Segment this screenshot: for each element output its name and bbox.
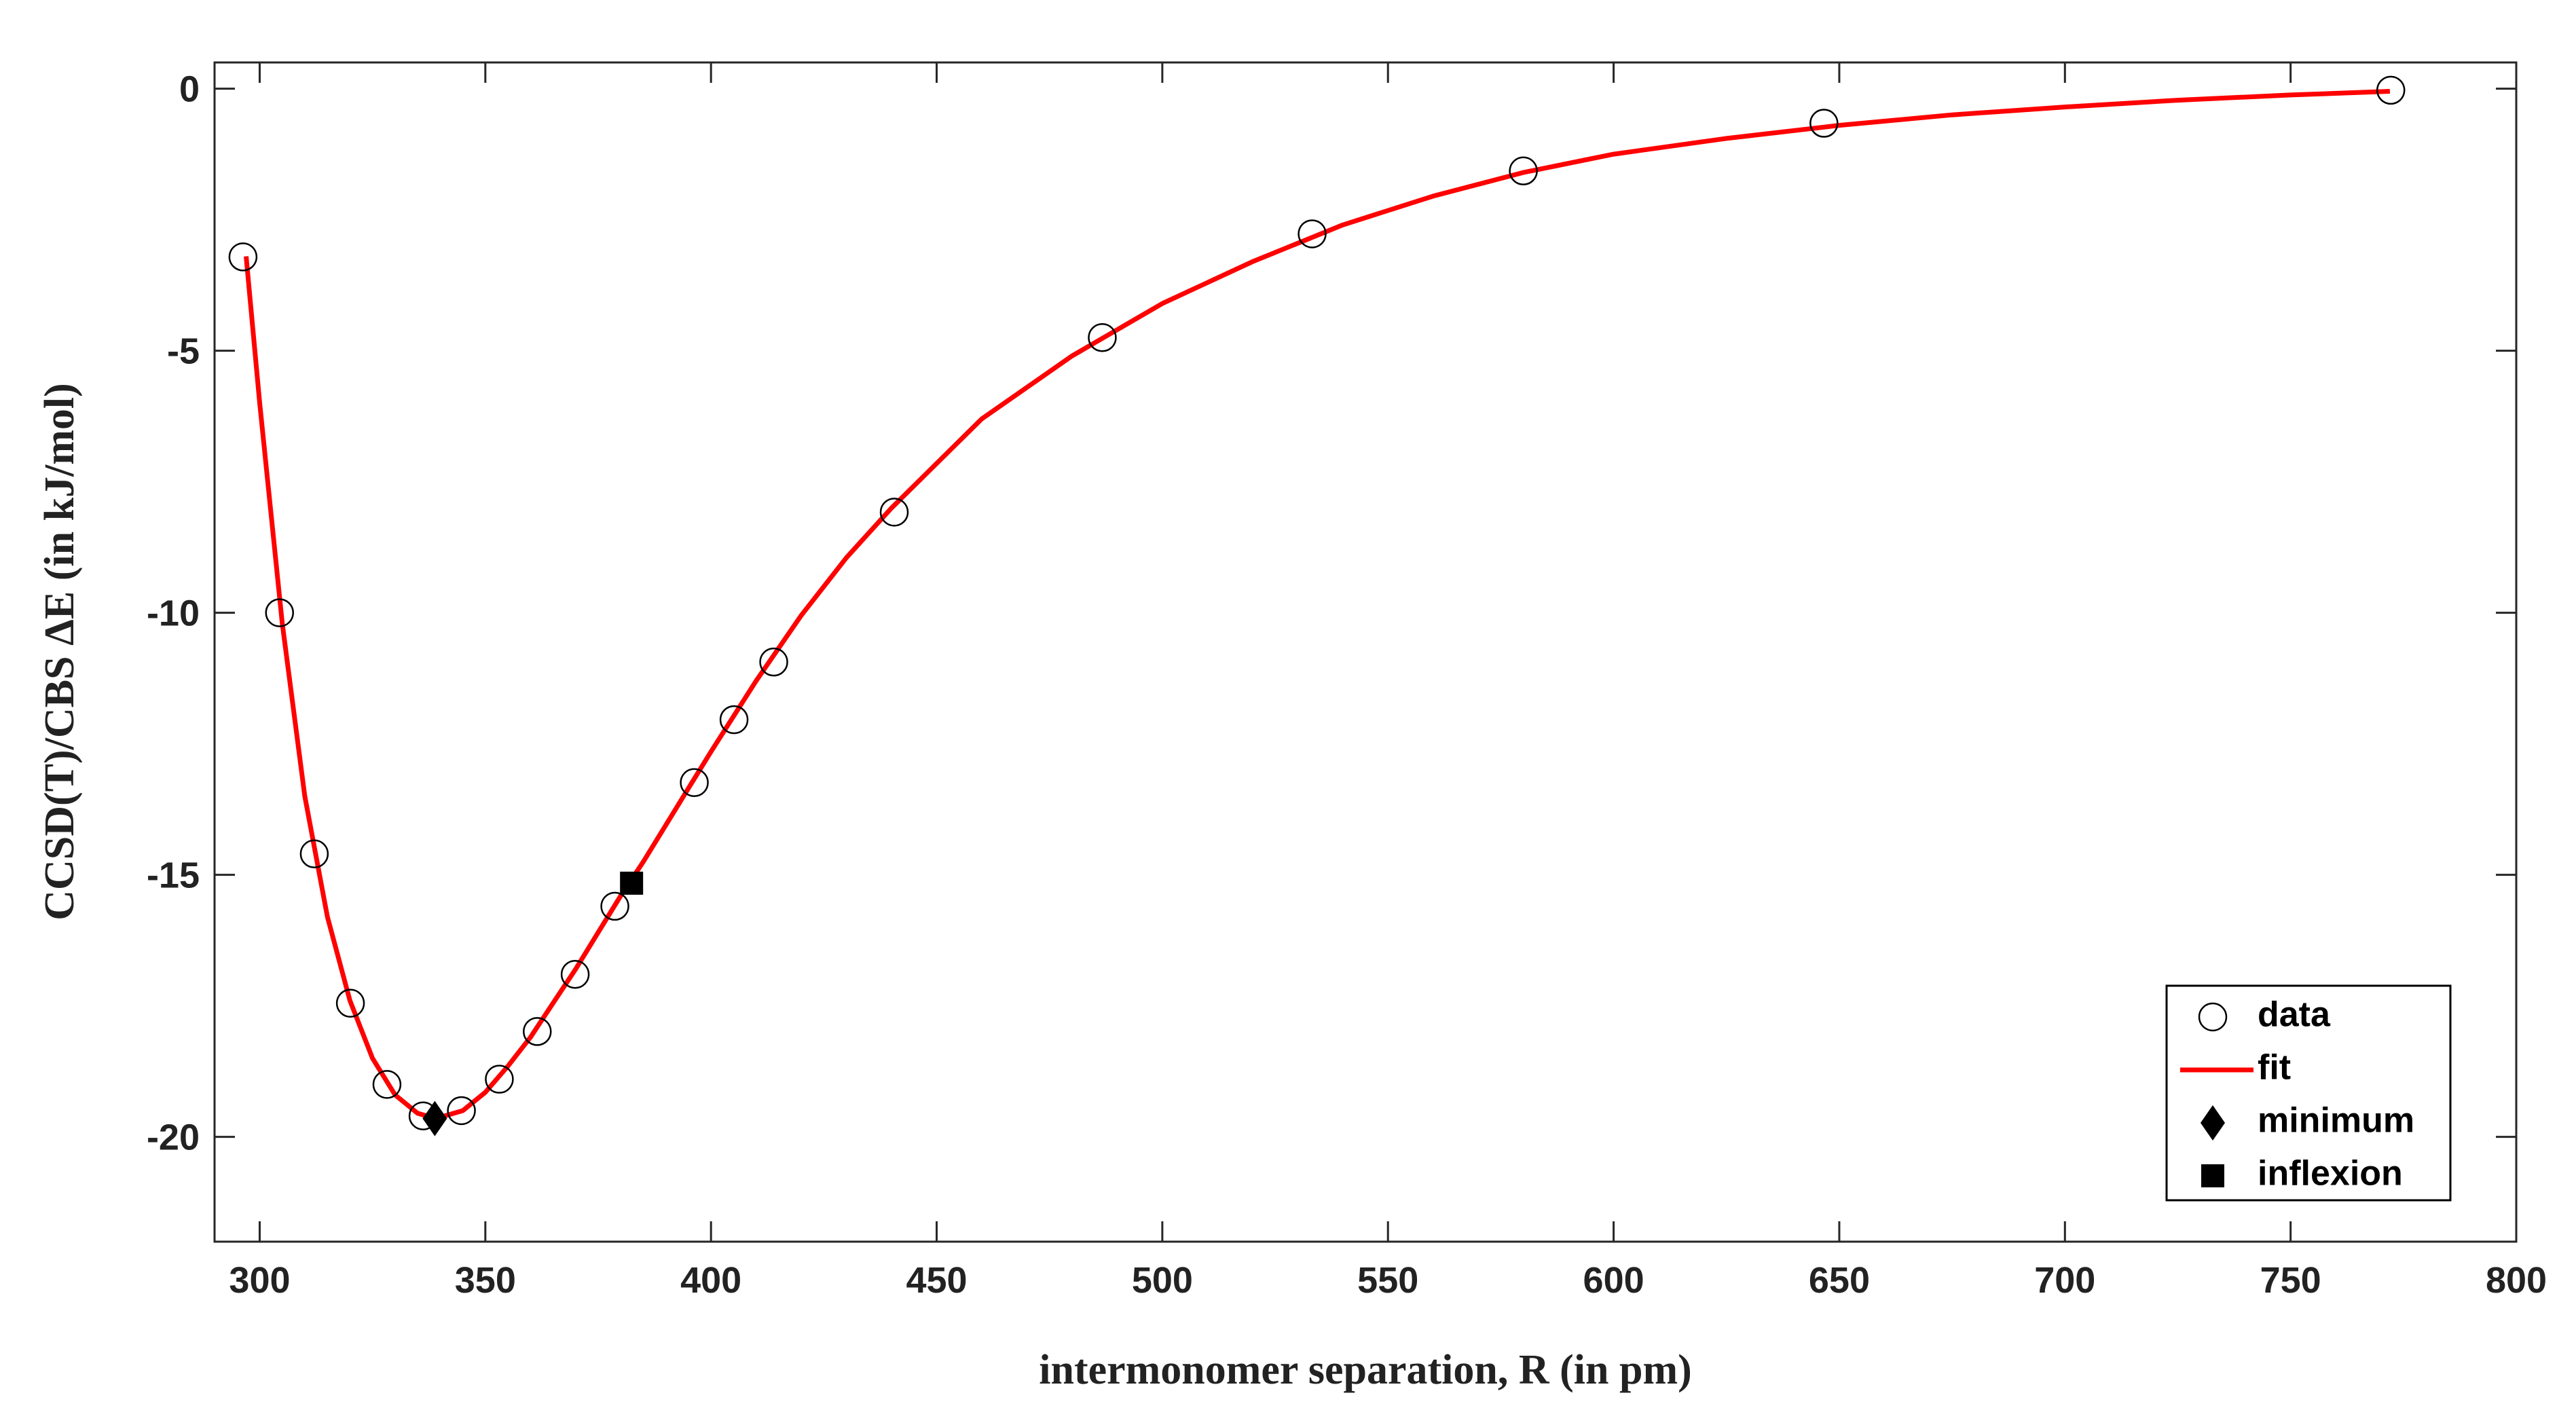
data-point (879, 498, 909, 527)
data-point (372, 1070, 402, 1099)
x-tick-label: 750 (2260, 1260, 2321, 1301)
data-point (759, 647, 788, 677)
x-tick-label: 350 (455, 1260, 516, 1301)
data-point (680, 768, 709, 797)
x-axis-label: intermonomer separation, R (in pm) (1039, 1347, 1691, 1393)
x-tick-label: 700 (2034, 1260, 2095, 1301)
y-tick-label: -20 (147, 1117, 200, 1158)
y-tick-label: -5 (167, 331, 200, 372)
x-tick-label: 650 (1809, 1260, 1870, 1301)
data-point (1088, 323, 1117, 352)
data-point (1809, 109, 1839, 138)
legend-marker (2198, 1002, 2228, 1032)
inflexion-marker (620, 871, 644, 895)
x-tick-label: 500 (1132, 1260, 1193, 1301)
data-point (265, 598, 294, 627)
data-point (228, 242, 258, 272)
data-point (1509, 156, 1538, 186)
y-tick-label: 0 (179, 69, 200, 110)
x-tick-label: 300 (229, 1260, 290, 1301)
data-point (1298, 219, 1327, 248)
x-tick-label: 450 (906, 1260, 967, 1301)
data-point (560, 960, 590, 989)
y-tick-label: -15 (147, 855, 200, 896)
data-point (485, 1064, 514, 1094)
x-tick-label: 550 (1357, 1260, 1418, 1301)
data-point (447, 1096, 476, 1126)
data-point (600, 891, 629, 921)
legend-label: minimum (2258, 1101, 2414, 1141)
data-point (299, 839, 329, 868)
data-point (2376, 75, 2406, 105)
x-tick-label: 800 (2486, 1260, 2547, 1301)
x-tick-label: 400 (680, 1260, 741, 1301)
legend-marker (2201, 1164, 2224, 1187)
y-axis-label: CCSD(T)/CBS ΔE (in kJ/mol) (37, 383, 83, 921)
x-tick-label: 600 (1583, 1260, 1644, 1301)
data-point (523, 1017, 552, 1046)
minimum-marker (422, 1100, 447, 1136)
legend-marker (2201, 1105, 2225, 1141)
plot-frame (213, 61, 2518, 1243)
data-point (335, 988, 365, 1018)
legend-label: fit (2258, 1048, 2291, 1088)
fit-line (244, 89, 2391, 1122)
data-point (719, 705, 749, 735)
y-tick-label: -10 (147, 593, 200, 634)
legend-label: data (2258, 995, 2331, 1035)
legend-label: inflexion (2258, 1154, 2403, 1193)
